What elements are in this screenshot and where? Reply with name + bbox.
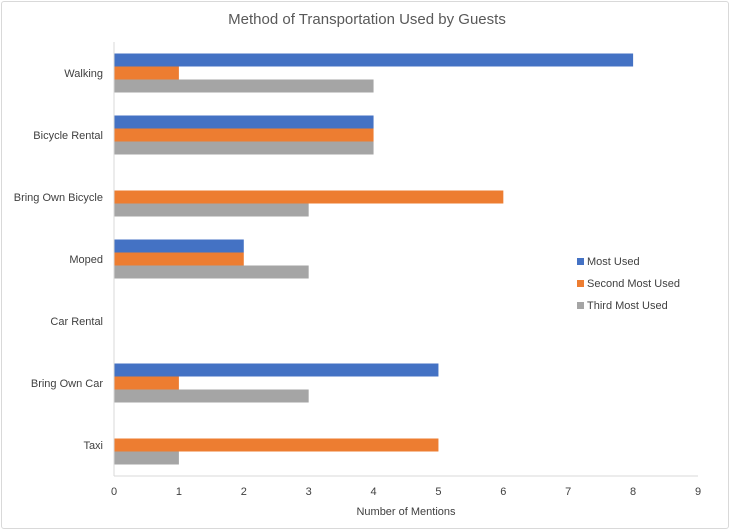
x-tick-labels: 0 1 2 3 4 5 6 7 8 9 bbox=[111, 486, 701, 498]
bar-third-most-used bbox=[114, 203, 309, 217]
legend-swatch bbox=[577, 280, 584, 287]
category-label: Taxi bbox=[83, 440, 103, 452]
legend-swatch bbox=[577, 258, 584, 265]
legend-label: Most Used bbox=[587, 256, 640, 268]
bar-third-most-used bbox=[114, 265, 309, 279]
category-label: Walking bbox=[64, 68, 103, 80]
x-tick-label: 0 bbox=[111, 486, 117, 498]
bar-third-most-used bbox=[114, 141, 374, 155]
category-label: Moped bbox=[69, 254, 103, 266]
x-tick-label: 3 bbox=[306, 486, 312, 498]
bar-second-most-used bbox=[114, 252, 244, 266]
category-label: Bicycle Rental bbox=[33, 130, 103, 142]
bar-most-used bbox=[114, 239, 244, 253]
legend: Most Used Second Most Used Third Most Used bbox=[577, 256, 680, 312]
category-labels: Walking Bicycle Rental Bring Own Bicycle Mo… bbox=[14, 68, 104, 452]
x-tick-label: 8 bbox=[630, 486, 636, 498]
bar-third-most-used bbox=[114, 79, 374, 93]
category-label: Bring Own Bicycle bbox=[14, 192, 103, 204]
category-label: Car Rental bbox=[50, 316, 103, 328]
x-tick-label: 1 bbox=[176, 486, 182, 498]
bar-second-most-used bbox=[114, 128, 374, 142]
bar-second-most-used bbox=[114, 438, 439, 452]
bar-second-most-used bbox=[114, 66, 179, 80]
bar-second-most-used bbox=[114, 376, 179, 390]
bar-third-most-used bbox=[114, 451, 179, 465]
bar-most-used bbox=[114, 53, 634, 67]
bar-third-most-used bbox=[114, 389, 309, 403]
bars-group bbox=[114, 53, 634, 465]
x-tick-label: 9 bbox=[695, 486, 701, 498]
x-axis-title: Number of Mentions bbox=[356, 506, 456, 518]
chart-title: Method of Transportation Used by Guests bbox=[228, 11, 506, 28]
x-tick-label: 6 bbox=[500, 486, 506, 498]
category-label: Bring Own Car bbox=[31, 378, 103, 390]
x-tick-label: 4 bbox=[370, 486, 376, 498]
bar-most-used bbox=[114, 363, 439, 377]
bar-most-used bbox=[114, 115, 374, 129]
legend-label: Second Most Used bbox=[587, 278, 680, 290]
x-tick-label: 5 bbox=[435, 486, 441, 498]
x-tick-label: 2 bbox=[241, 486, 247, 498]
x-tick-label: 7 bbox=[565, 486, 571, 498]
legend-label: Third Most Used bbox=[587, 300, 668, 312]
bar-second-most-used bbox=[114, 190, 504, 204]
legend-swatch bbox=[577, 302, 584, 309]
